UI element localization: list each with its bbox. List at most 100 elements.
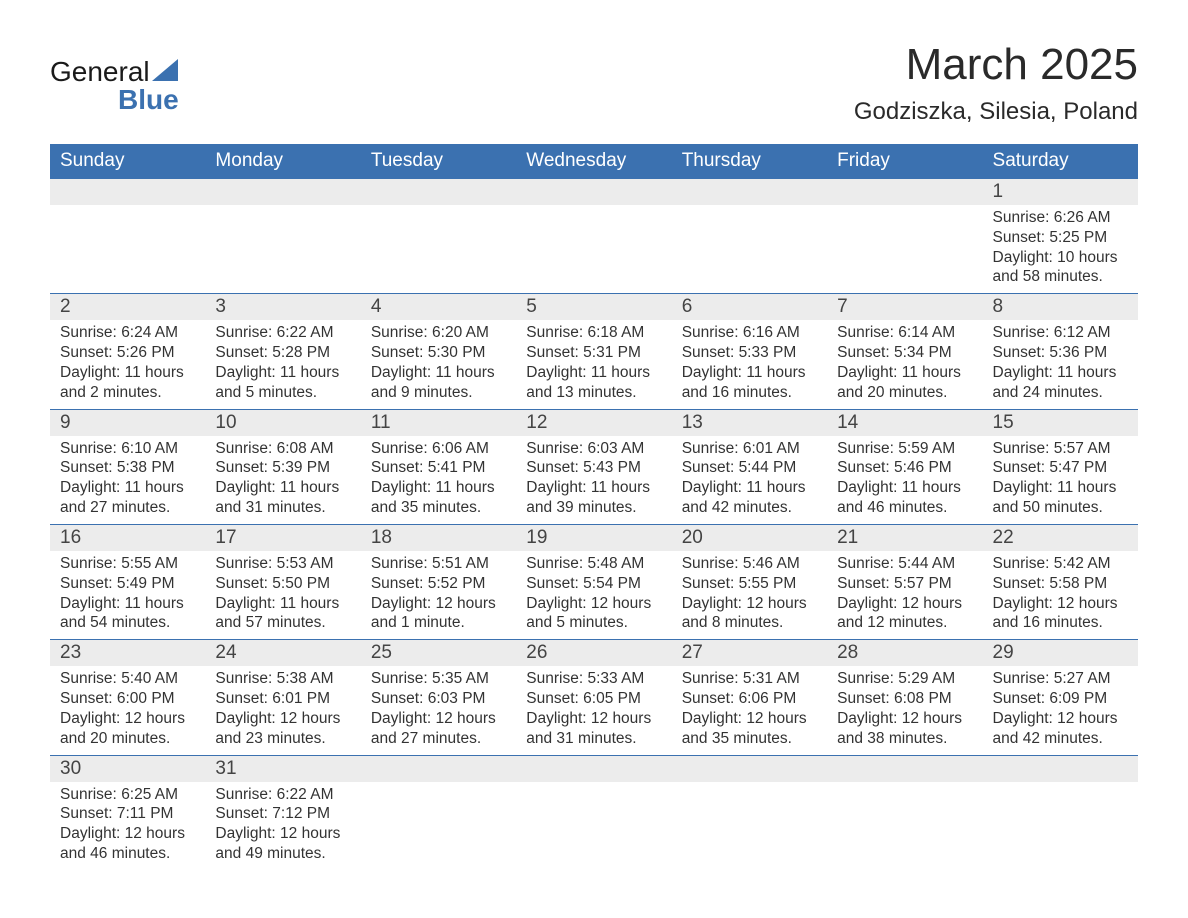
day-number: 10 [215,412,236,433]
day-number-cell: 2 [50,294,205,321]
day-number-row: 23242526272829 [50,640,1138,667]
sunset-line: Sunset: 5:54 PM [526,574,661,594]
day-number-cell: 24 [205,640,360,667]
sunset-line: Sunset: 5:47 PM [993,458,1128,478]
daylight-line: Daylight: 12 hours and 46 minutes. [60,824,195,864]
day-number: 24 [215,642,236,663]
sunset-line-label: Sunset: [682,575,735,592]
sunset-line-value: 5:38 PM [117,459,175,476]
daylight-line-label: Daylight: [682,595,742,612]
day-detail-row: Sunrise: 6:24 AMSunset: 5:26 PMDaylight:… [50,320,1138,409]
day-detail-row: Sunrise: 6:25 AMSunset: 7:11 PMDaylight:… [50,782,1138,870]
day-detail-cell: Sunrise: 5:38 AMSunset: 6:01 PMDaylight:… [205,666,360,755]
daylight-line-label: Daylight: [526,710,586,727]
sunrise-line-label: Sunrise: [993,440,1050,457]
sunset-line-label: Sunset: [993,459,1046,476]
sunset-line-value: 5:30 PM [428,344,486,361]
sunrise-line-value: 5:48 AM [587,555,644,572]
sunset-line-value: 6:05 PM [583,690,641,707]
sunrise-line: Sunrise: 5:40 AM [60,669,195,689]
daylight-line-label: Daylight: [682,364,742,381]
day-number-cell [827,755,982,782]
sunset-line-label: Sunset: [215,690,268,707]
day-number-cell: 20 [672,524,827,551]
daylight-line: Daylight: 12 hours and 12 minutes. [837,594,972,634]
sunrise-line-label: Sunrise: [993,324,1050,341]
day-detail-row: Sunrise: 5:40 AMSunset: 6:00 PMDaylight:… [50,666,1138,755]
day-number-cell: 31 [205,755,360,782]
sunrise-line-value: 6:18 AM [587,324,644,341]
sunset-line-label: Sunset: [60,805,113,822]
sunrise-line: Sunrise: 6:26 AM [993,208,1128,228]
sunrise-line: Sunrise: 6:24 AM [60,323,195,343]
sunset-line: Sunset: 5:57 PM [837,574,972,594]
daylight-line: Daylight: 11 hours and 46 minutes. [837,478,972,518]
day-number-cell: 30 [50,755,205,782]
day-number: 2 [60,296,71,317]
daylight-line: Daylight: 11 hours and 13 minutes. [526,363,661,403]
sunset-line: Sunset: 5:36 PM [993,343,1128,363]
sunrise-line-value: 5:53 AM [277,555,334,572]
sunrise-line: Sunrise: 5:57 AM [993,439,1128,459]
sunset-line: Sunset: 6:08 PM [837,689,972,709]
daylight-line: Daylight: 12 hours and 8 minutes. [682,594,817,634]
daylight-line-label: Daylight: [993,710,1053,727]
day-detail-cell [205,205,360,294]
day-detail-cell: Sunrise: 5:40 AMSunset: 6:00 PMDaylight:… [50,666,205,755]
sunset-line-label: Sunset: [526,344,579,361]
day-detail-cell: Sunrise: 6:14 AMSunset: 5:34 PMDaylight:… [827,320,982,409]
daylight-line: Daylight: 12 hours and 20 minutes. [60,709,195,749]
sunrise-line-label: Sunrise: [215,786,272,803]
sunset-line-label: Sunset: [60,344,113,361]
day-detail-cell [672,205,827,294]
sunset-line-value: 5:57 PM [894,575,952,592]
sunrise-line: Sunrise: 5:51 AM [371,554,506,574]
sunset-line-label: Sunset: [837,459,890,476]
sunset-line-label: Sunset: [371,575,424,592]
day-number-row: 30 31 [50,755,1138,782]
sunrise-line-value: 5:57 AM [1054,440,1111,457]
day-number-cell: 18 [361,524,516,551]
day-detail-cell: Sunrise: 6:10 AMSunset: 5:38 PMDaylight:… [50,436,205,525]
sunset-line: Sunset: 5:46 PM [837,458,972,478]
sunrise-line-value: 5:27 AM [1054,670,1111,687]
day-number: 18 [371,527,392,548]
day-number-row: 1 [50,179,1138,206]
day-detail-cell: Sunrise: 5:53 AMSunset: 5:50 PMDaylight:… [205,551,360,640]
day-number: 29 [993,642,1014,663]
sunset-line-label: Sunset: [837,690,890,707]
weekday-header: Monday [205,144,360,179]
day-number-cell: 17 [205,524,360,551]
day-number-cell [827,179,982,206]
daylight-line: Daylight: 12 hours and 5 minutes. [526,594,661,634]
day-number: 14 [837,412,858,433]
sunset-line-value: 6:08 PM [894,690,952,707]
day-detail-cell: Sunrise: 5:29 AMSunset: 6:08 PMDaylight:… [827,666,982,755]
sunrise-line: Sunrise: 5:55 AM [60,554,195,574]
sunrise-line-label: Sunrise: [60,324,117,341]
daylight-line-label: Daylight: [993,364,1053,381]
day-detail-cell [516,205,671,294]
sunset-line-value: 5:58 PM [1049,575,1107,592]
day-number-cell: 5 [516,294,671,321]
sunset-line-label: Sunset: [682,690,735,707]
day-detail-cell: Sunrise: 6:24 AMSunset: 5:26 PMDaylight:… [50,320,205,409]
day-number-cell [205,179,360,206]
day-detail-cell: Sunrise: 6:16 AMSunset: 5:33 PMDaylight:… [672,320,827,409]
sunrise-line-value: 5:42 AM [1054,555,1111,572]
daylight-line-label: Daylight: [993,249,1053,266]
day-number: 11 [371,412,391,433]
sunset-line-value: 5:47 PM [1049,459,1107,476]
daylight-line: Daylight: 11 hours and 9 minutes. [371,363,506,403]
sunrise-line-value: 6:22 AM [277,786,334,803]
day-number: 30 [60,758,81,779]
sunset-line: Sunset: 5:33 PM [682,343,817,363]
sunset-line: Sunset: 5:58 PM [993,574,1128,594]
sunset-line-label: Sunset: [215,459,268,476]
location-subtitle: Godziszka, Silesia, Poland [854,98,1138,126]
day-number-cell: 23 [50,640,205,667]
daylight-line-label: Daylight: [837,479,897,496]
day-number-cell: 8 [983,294,1138,321]
day-detail-cell [827,782,982,870]
sunrise-line: Sunrise: 5:38 AM [215,669,350,689]
